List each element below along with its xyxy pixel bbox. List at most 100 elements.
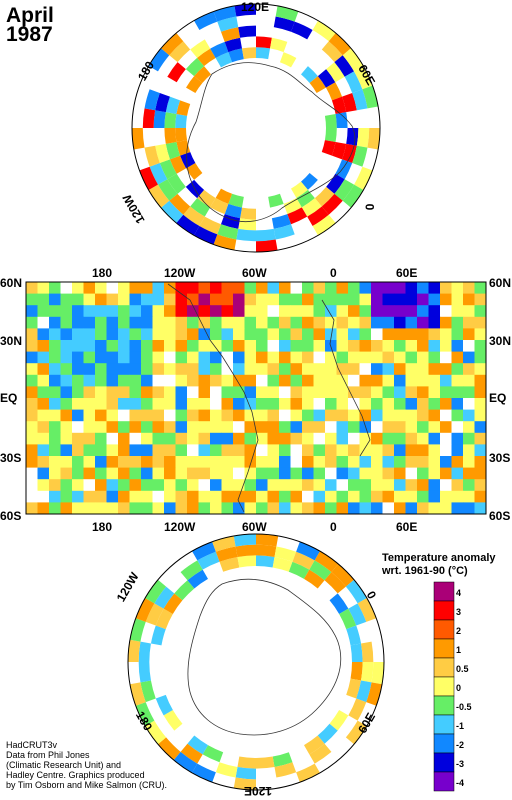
legend-swatch [433, 676, 455, 697]
grid-cell [348, 456, 360, 468]
grid-cell [210, 386, 222, 399]
grid-cell [244, 432, 257, 445]
grid-cell [175, 351, 188, 364]
grid-cell [129, 409, 142, 422]
polar-cell [140, 680, 156, 703]
grid-cell [463, 467, 475, 480]
grid-cell [152, 456, 165, 468]
grid-cell [210, 490, 222, 503]
polar-cell [176, 214, 200, 236]
polar-cell [350, 662, 363, 681]
grid-cell [267, 340, 280, 352]
credits-line5: by Tim Osborn and Mike Salmon (CRU). [6, 780, 168, 790]
grid-cell [451, 444, 464, 457]
grid-cell [49, 456, 61, 468]
grid-cell [417, 293, 429, 306]
grid-cell [118, 351, 130, 364]
polar-cell [161, 33, 184, 56]
grid-cell [221, 386, 234, 399]
grid-cell [451, 432, 464, 445]
grid-cell [175, 479, 188, 492]
grid-cell [417, 363, 429, 376]
grid-cell [198, 374, 211, 387]
grid-cell [474, 351, 487, 364]
grid-cell [451, 467, 464, 480]
grid-cell [129, 340, 142, 352]
grid-cell [95, 456, 107, 468]
grid-cell [463, 398, 475, 410]
grid-cell [233, 351, 245, 364]
grid-cell [37, 444, 50, 457]
grid-cell [451, 409, 464, 422]
grid-cell [290, 467, 303, 480]
grid-cell [106, 340, 119, 352]
eq-top-label-3: 0 [330, 266, 337, 280]
polar-cell [324, 113, 337, 128]
grid-cell [382, 490, 395, 503]
grid-cell [244, 490, 257, 503]
grid-cell [325, 282, 337, 294]
grid-cell [175, 432, 188, 445]
grid-cell [417, 282, 429, 294]
grid-cell [164, 386, 176, 399]
grid-cell [302, 398, 314, 410]
grid-cell [394, 409, 406, 422]
grid-cell [405, 467, 418, 480]
polar-cell [292, 551, 315, 570]
grid-cell [233, 386, 245, 399]
grid-cell [474, 282, 487, 294]
grid-cell [233, 282, 245, 294]
grid-cell [72, 409, 84, 422]
grid-cell [83, 340, 96, 352]
grid-cell [348, 432, 360, 445]
grid-cell [37, 282, 50, 294]
grid-cell [313, 490, 326, 503]
grid-cell [26, 293, 38, 306]
grid-cell [175, 328, 188, 341]
grid-cell [256, 293, 268, 306]
grid-cell [72, 328, 84, 341]
grid-cell [371, 398, 383, 410]
grid-cell [302, 328, 314, 341]
grid-cell [279, 409, 291, 422]
grid-cell [37, 398, 50, 410]
grid-cell [359, 328, 372, 341]
polar-cell [228, 48, 244, 63]
grid-cell [348, 409, 360, 422]
grid-cell [256, 316, 268, 329]
grid-cell [428, 421, 441, 434]
grid-cell [256, 467, 268, 480]
grid-cell [244, 467, 257, 480]
legend-value-label: 0 [456, 683, 462, 693]
polar-cell [220, 214, 241, 229]
legend-value-label: -4 [456, 778, 465, 788]
grid-cell [60, 363, 73, 376]
grid-cell [26, 386, 38, 399]
grid-cell [279, 444, 291, 457]
grid-cell [221, 432, 234, 445]
polar-cell [163, 593, 183, 614]
grid-cell [37, 421, 50, 434]
grid-cell [336, 456, 349, 468]
grid-cell [37, 432, 50, 445]
polar-cell [169, 155, 187, 174]
grid-cell [106, 421, 119, 434]
grid-cell [141, 328, 153, 341]
grid-cell [106, 316, 119, 329]
grid-cell [175, 293, 188, 306]
grid-cell [244, 293, 257, 306]
grid-cell [141, 386, 153, 399]
grid-cell [95, 351, 107, 364]
polar-cell [361, 641, 374, 662]
grid-cell [141, 421, 153, 434]
grid-cell [187, 479, 199, 492]
grid-cell [95, 305, 107, 318]
grid-cell [95, 444, 107, 457]
grid-cell [417, 432, 429, 445]
legend-swatch [433, 657, 455, 678]
grid-cell [394, 374, 406, 387]
grid-cell [325, 351, 337, 364]
grid-cell [198, 479, 211, 492]
polar-cell [348, 603, 367, 626]
polar-cell [159, 159, 177, 180]
